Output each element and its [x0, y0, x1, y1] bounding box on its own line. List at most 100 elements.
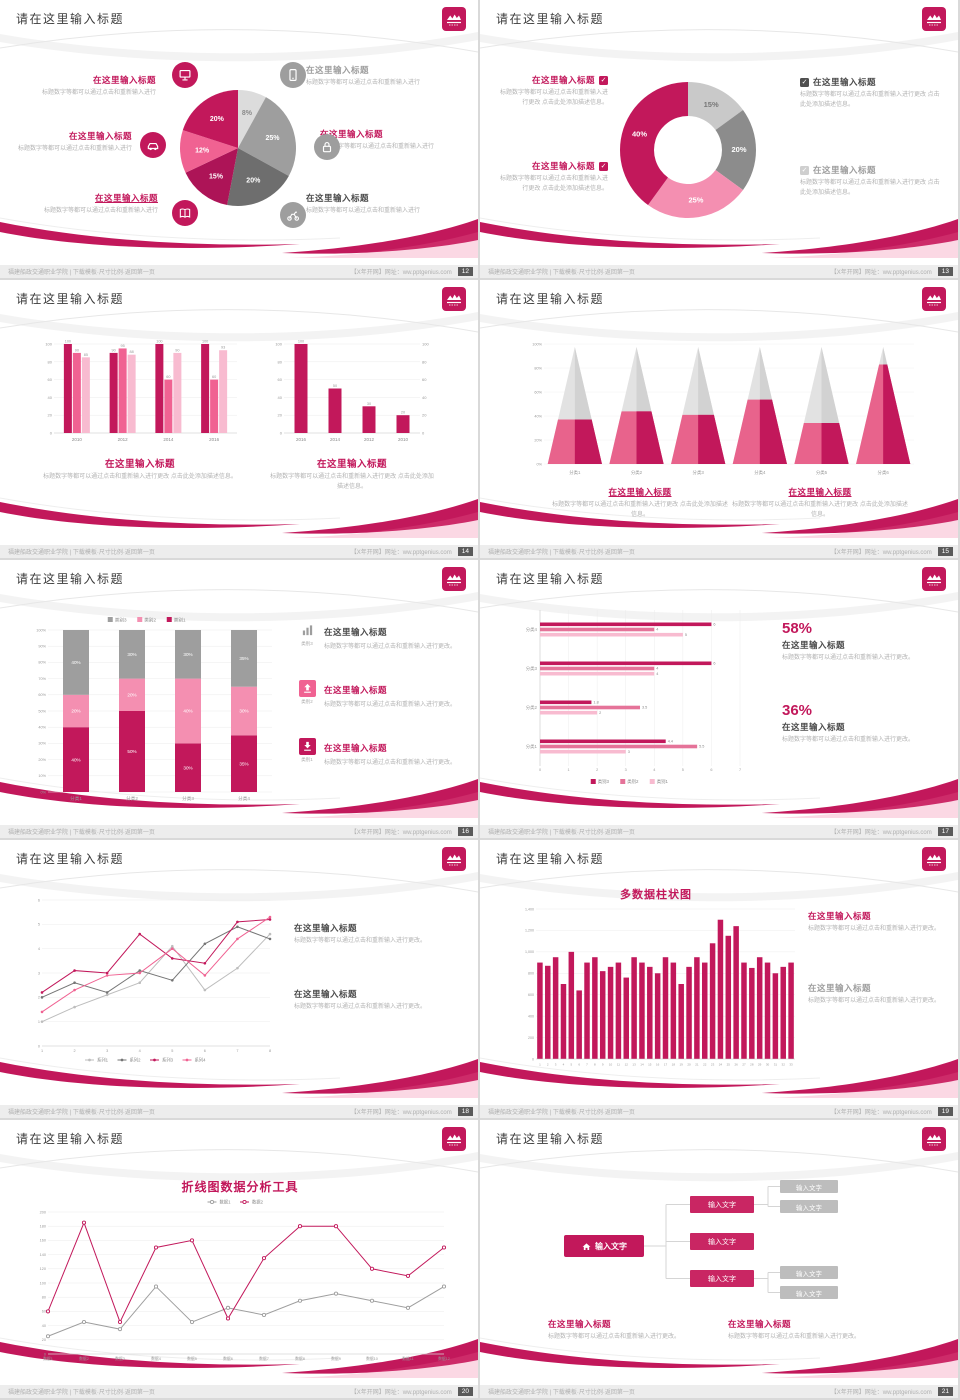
- svg-text:40%: 40%: [71, 757, 80, 762]
- footer-left-text: 福建船政交通职业学院 | 下载模板·尺寸比例·返回第一页: [8, 1110, 155, 1116]
- svg-text:200: 200: [40, 1210, 46, 1214]
- svg-text:7: 7: [739, 768, 741, 772]
- svg-text:4: 4: [656, 672, 658, 676]
- svg-text:6: 6: [38, 898, 40, 902]
- svg-text:数据2: 数据2: [252, 1199, 264, 1206]
- svg-text:2010: 2010: [398, 437, 409, 442]
- svg-text:数据1: 数据1: [43, 1356, 53, 1361]
- svg-text:50: 50: [333, 384, 337, 388]
- callout-block: 在这里输入标题 标题数字等都可以通过点击和重新输入进行: [320, 128, 460, 153]
- svg-text:2: 2: [547, 1063, 549, 1067]
- list-title: 在这里输入标题: [324, 627, 388, 637]
- callout-text: 标题数字等都可以通过点击和重新输入进行: [43, 208, 158, 214]
- svg-text:12%: 12%: [195, 147, 210, 154]
- caption-text: 标题数字等都可以通过点击和重新输入进行更改 点击此处添加描述信息。: [270, 474, 434, 490]
- slide-17-horizontal-bars[interactable]: 请在这里输入标题 0 1 2 3 4 5 6 7 6 4 5 分类4 6 4 4 分类3 1.8 3.5 2 分类2 4…: [480, 560, 958, 838]
- checklist-item: ✓ 在这里输入标题 标题数字等都可以通过点击和重新输入进行更改 点击此处添加描述信…: [800, 76, 944, 110]
- callout-title: 在这里输入标题: [68, 131, 132, 141]
- svg-text:3.5: 3.5: [642, 706, 647, 710]
- caption-block: 在这里输入标题 标题数字等都可以通过点击和重新输入进行更改 点击此处添加描述信息…: [550, 486, 730, 520]
- svg-text:20%: 20%: [731, 145, 746, 154]
- caption-block: 在这里输入标题 标题数字等都可以通过点击和重新输入进行更改。: [294, 922, 460, 947]
- pie-chart: 8% 25% 20% 15% 12% 20%: [180, 90, 296, 206]
- svg-text:23: 23: [711, 1063, 715, 1067]
- svg-text:1: 1: [568, 768, 570, 772]
- car-icon: [140, 132, 166, 158]
- svg-text:160: 160: [40, 1239, 46, 1243]
- footer-right-text: 【X年开网】网址：ww.pptgenius.com: [830, 270, 932, 276]
- svg-text:1,000: 1,000: [525, 950, 534, 954]
- svg-text:100%: 100%: [532, 342, 542, 346]
- svg-text:80: 80: [278, 359, 283, 364]
- slide-13-donut-checklist[interactable]: 请在这里输入标题 在这里输入标题 ✓ 标题数字等都可以通过点击和重新输入进行更改 …: [480, 0, 958, 278]
- caption-block: 在这里输入标题 标题数字等都可以通过点击和重新输入进行更改 点击此处添加描述信息…: [268, 456, 436, 492]
- page-number: 13: [937, 267, 953, 276]
- svg-text:80: 80: [42, 1296, 46, 1300]
- slide-title: 请在这里输入标题: [16, 292, 125, 306]
- college-logo-icon: [922, 7, 946, 31]
- svg-text:分类2: 分类2: [631, 469, 643, 476]
- svg-text:95: 95: [121, 344, 125, 348]
- svg-text:数据11: 数据11: [402, 1356, 414, 1361]
- slide-16-stacked-bars[interactable]: 请在这里输入标题 类别3 类别2 类别1 0% 10% 20% 30% 40% 50% 60% 70…: [0, 560, 478, 838]
- svg-text:30%: 30%: [38, 742, 46, 746]
- slide-15-pyramid-chart[interactable]: 请在这里输入标题 0% 20% 40% 60% 80% 100% 分类1 分类2 分类3 分类4 分…: [480, 280, 958, 558]
- svg-text:60: 60: [42, 1310, 46, 1314]
- svg-text:分类3: 分类3: [693, 469, 705, 476]
- slide-20-line-analysis[interactable]: 请在这里输入标题 折线图数据分析工具 0 20 40 60 80 100 120 140 160…: [0, 1120, 478, 1398]
- college-logo-icon: [442, 1127, 466, 1151]
- page-number: 12: [457, 267, 473, 276]
- svg-text:30%: 30%: [183, 652, 192, 657]
- svg-text:0: 0: [38, 1044, 40, 1048]
- footer-right-text: 【X年开网】网址：ww.pptgenius.com: [830, 1390, 932, 1396]
- svg-text:类别2: 类别2: [144, 616, 156, 623]
- callout-block: 在这里输入标题 标题数字等都可以通过点击和重新输入进行: [28, 192, 158, 217]
- node-label: 输入文字: [796, 1204, 822, 1212]
- caption-title: 在这里输入标题: [294, 923, 358, 933]
- svg-text:3: 3: [628, 750, 630, 754]
- svg-text:11: 11: [617, 1063, 620, 1067]
- footer-right-text: 【X年开网】网址：ww.pptgenius.com: [830, 830, 932, 836]
- svg-text:分类2: 分类2: [526, 704, 538, 711]
- slide-title: 请在这里输入标题: [496, 852, 605, 866]
- svg-text:数据9: 数据9: [331, 1356, 341, 1361]
- svg-text:3: 3: [106, 1049, 108, 1053]
- svg-text:4: 4: [38, 947, 40, 951]
- svg-text:系列4: 系列4: [195, 1057, 207, 1064]
- icon-caption: 类别1: [301, 757, 313, 762]
- slide-19-column-chart[interactable]: 请在这里输入标题 多数据柱状图 0 200 400 600 800 1,000 1,200 1…: [480, 840, 958, 1118]
- icon-caption: 类别3: [301, 641, 313, 646]
- page-number: 19: [937, 1107, 953, 1116]
- horizontal-bar-chart: 0 1 2 3 4 5 6 7645分类4644分类31.83.52分类24.45.53分类1…: [526, 610, 741, 785]
- node-label: 输入文字: [708, 1275, 736, 1283]
- connector-lines: [644, 1186, 780, 1293]
- svg-text:0: 0: [422, 431, 425, 436]
- svg-text:分类6: 分类6: [878, 469, 890, 476]
- slide-18-line-chart[interactable]: 请在这里输入标题 0 1 2 3 4 5 6 1 2 3 4 5 6 7 8 系列1 系列2 系列3 系列4 在这里…: [0, 840, 478, 1118]
- page-number: 18: [457, 1107, 473, 1116]
- node-label: 输入文字: [796, 1270, 822, 1278]
- svg-text:31: 31: [774, 1063, 778, 1067]
- callout-block: 在这里输入标题 标题数字等都可以通过点击和重新输入进行: [306, 64, 458, 89]
- caption-title: 在这里输入标题: [808, 983, 872, 993]
- svg-text:5: 5: [171, 1049, 173, 1053]
- svg-text:6: 6: [204, 1049, 206, 1053]
- caption-block: 在这里输入标题 标题数字等都可以通过点击和重新输入进行更改。: [548, 1318, 703, 1343]
- caption-block: 在这里输入标题 标题数字等都可以通过点击和重新输入进行更改。: [808, 910, 944, 935]
- list-title: 在这里输入标题: [324, 743, 388, 753]
- svg-text:4.4: 4.4: [668, 740, 673, 744]
- stat-percentage: 36%: [782, 702, 813, 719]
- slide-12-pie-infographic[interactable]: 请在这里输入标题 在这里输入标题 标题数字等都可以通过点击和重新输入进行 在这里…: [0, 0, 478, 278]
- slide-21-flow-diagram[interactable]: 请在这里输入标题 输入文字 输入文字 输入文字 输入文字 输入文字 输入文字 输…: [480, 1120, 958, 1398]
- callout-text: 标题数字等都可以通过点击和重新输入进行: [306, 80, 421, 86]
- callout-text: 标题数字等都可以通过点击和重新输入进行: [320, 144, 435, 150]
- slide-14-dual-bar-charts[interactable]: 请在这里输入标题 0 20 40 60 80 100 100 90 85 2010 90 95 88 20…: [0, 280, 478, 558]
- svg-text:分类1: 分类1: [569, 469, 581, 476]
- caption-text: 标题数字等都可以通过点击和重新输入进行更改 点击此处添加描述信息。: [43, 474, 237, 480]
- svg-text:0: 0: [539, 768, 541, 772]
- svg-text:2: 2: [74, 1049, 76, 1053]
- check-icon: ✓: [800, 77, 809, 87]
- svg-text:25%: 25%: [688, 196, 703, 205]
- node-label: 输入文字: [796, 1184, 822, 1192]
- college-logo-icon: [922, 567, 946, 591]
